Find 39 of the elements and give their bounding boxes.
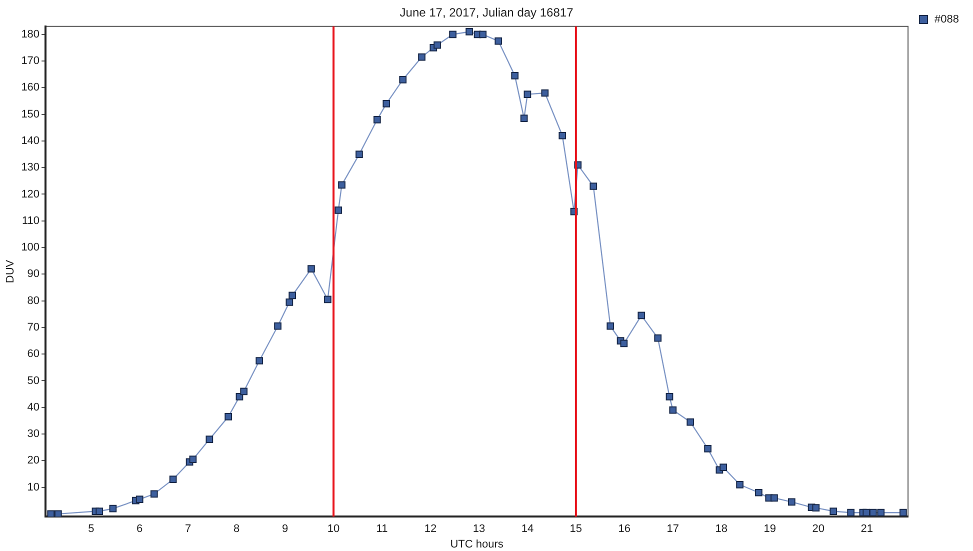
y-tick-label: 30 <box>27 428 40 440</box>
legend-label: #088 <box>934 14 960 26</box>
y-tick-label: 20 <box>27 454 40 467</box>
y-tick-label: 140 <box>21 134 40 147</box>
x-tick-label: 18 <box>715 523 728 536</box>
y-tick-label: 130 <box>21 162 40 174</box>
x-tick-label: 12 <box>424 523 437 536</box>
x-tick-label: 5 <box>88 523 94 536</box>
y-tick-label: 50 <box>27 374 40 387</box>
x-tick-label: 14 <box>521 523 534 536</box>
y-tick-label: 110 <box>22 214 40 227</box>
x-tick-label: 13 <box>472 523 486 536</box>
y-tick-label: 60 <box>27 348 40 360</box>
x-axis-title: UTC hours <box>450 538 504 550</box>
x-tick-label: 7 <box>185 523 192 536</box>
y-tick-label: 80 <box>27 294 40 307</box>
x-tick-label: 20 <box>812 523 824 536</box>
chart-title: June 17, 2017, Julian day 16817 <box>400 6 574 20</box>
y-tick-label: 120 <box>21 188 40 200</box>
x-tick-label: 10 <box>327 523 340 536</box>
y-tick-label: 40 <box>27 401 40 414</box>
x-tick-label: 11 <box>376 523 388 536</box>
x-tick-label: 9 <box>282 523 288 536</box>
y-tick-label: 170 <box>21 55 40 68</box>
x-tick-label: 6 <box>136 523 143 536</box>
x-tick-label: 16 <box>618 523 631 536</box>
x-tick-label: 17 <box>666 523 680 536</box>
x-tick-label: 8 <box>234 523 240 536</box>
y-tick-label: 160 <box>21 82 40 94</box>
y-tick-label: 70 <box>27 321 40 334</box>
y-tick-label: 90 <box>27 268 40 280</box>
y-tick-label: 100 <box>21 242 40 254</box>
x-tick-label: 19 <box>764 523 776 536</box>
y-tick-label: 10 <box>27 481 40 494</box>
y-axis-title: DUV <box>4 259 17 284</box>
x-tick-label: 21 <box>860 523 873 536</box>
x-tick-label: 15 <box>570 523 582 536</box>
y-tick-label: 180 <box>21 28 40 40</box>
y-tick-label: 150 <box>21 108 40 120</box>
